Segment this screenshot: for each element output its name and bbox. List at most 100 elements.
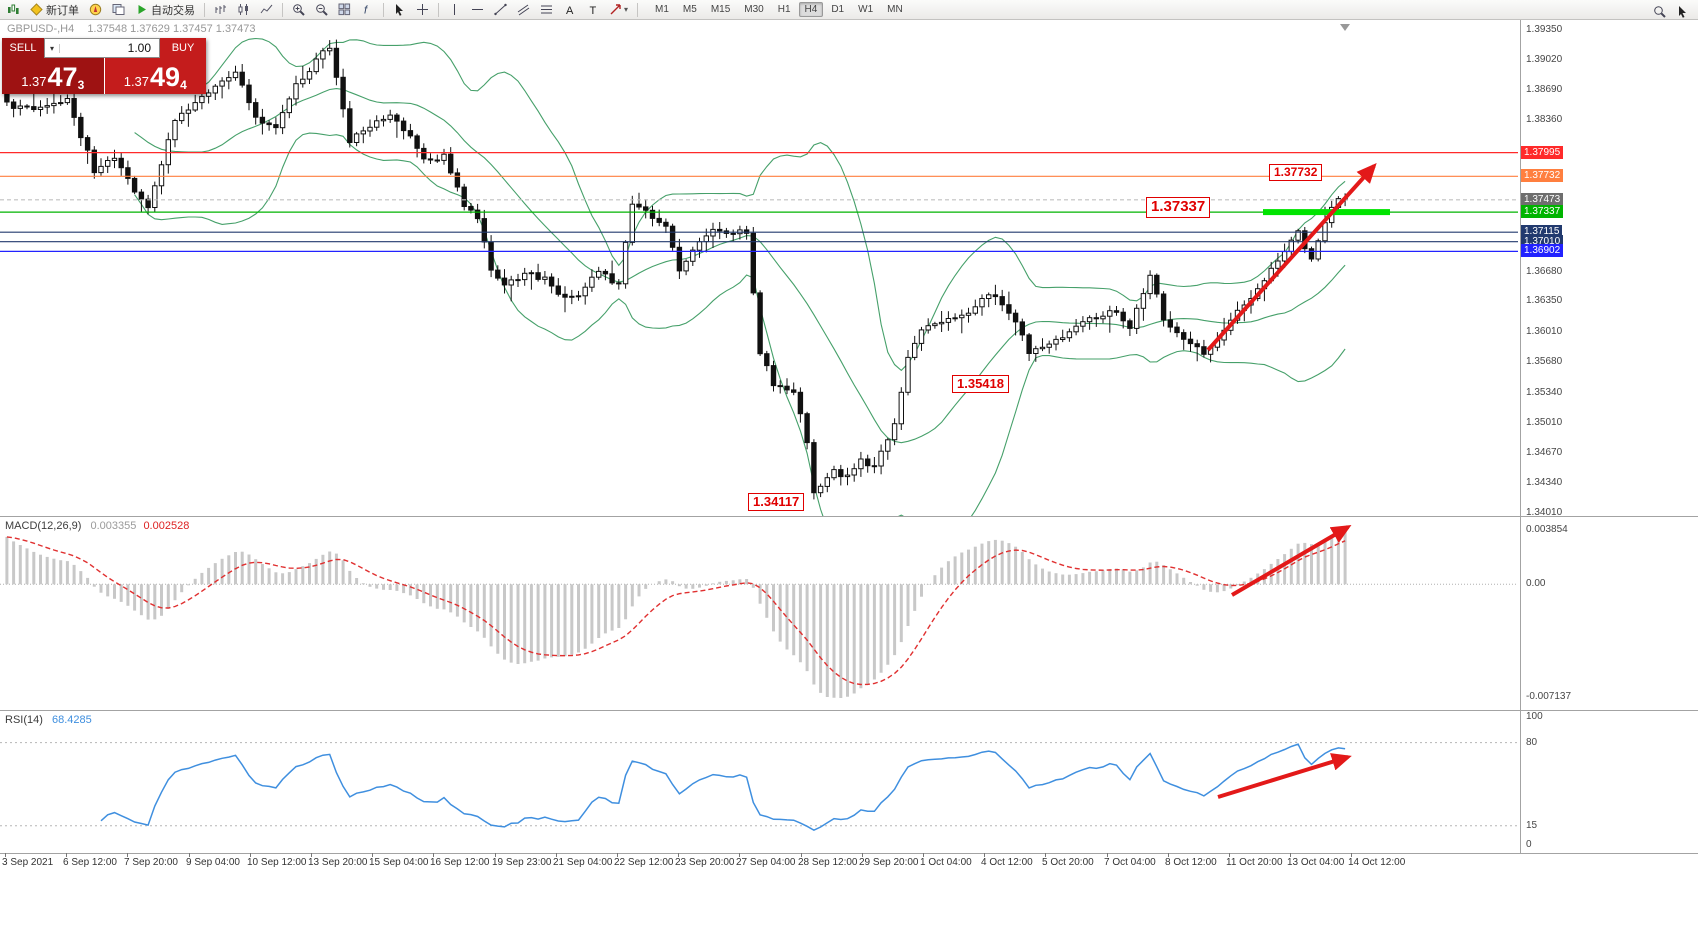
symbol-ohlc: 1.37548 1.37629 1.37457 1.37473 — [87, 23, 256, 35]
support-highlight — [1263, 209, 1390, 216]
toolbar: 新订单 自动交易 f A T ▾ M1 M5 M15 M30 H1 H4 D1 W1 MN — [0, 0, 1698, 20]
macd-axis-label: -0.007137 — [1526, 691, 1572, 702]
price-axis-badge: 1.37473 — [1521, 193, 1564, 206]
label-button[interactable]: T — [582, 0, 603, 19]
time-axis-tick — [1168, 853, 1169, 857]
time-axis-tick — [739, 853, 740, 857]
price-axis-label: 1.38360 — [1526, 114, 1563, 125]
svg-text:f: f — [364, 5, 368, 17]
arrows-button[interactable]: ▾ — [605, 0, 632, 19]
chart-profiles-button[interactable] — [108, 0, 129, 19]
compass-button[interactable] — [85, 0, 106, 19]
macd-axis-label: 0.00 — [1526, 578, 1546, 589]
chart-shift-marker-icon — [1340, 24, 1350, 31]
price-axis-label: 1.35680 — [1526, 356, 1563, 367]
candle-chart-icon — [237, 3, 250, 16]
horizontal-line-button[interactable] — [467, 0, 488, 19]
zoom-in-button[interactable] — [288, 0, 309, 19]
macd-panel-canvas[interactable] — [0, 517, 1520, 710]
time-axis-tick — [556, 853, 557, 857]
timeframe-button-d1[interactable]: D1 — [831, 4, 845, 15]
rsi-axis-label: 15 — [1526, 820, 1538, 831]
cursor-icon — [393, 3, 406, 16]
time-axis-label: 21 Sep 04:00 — [553, 857, 613, 868]
rsi-axis-label: 0 — [1526, 839, 1532, 850]
dropdown-arrow-icon[interactable]: ▾ — [624, 5, 629, 14]
panel-separator[interactable] — [0, 710, 1698, 711]
auto-trading-button[interactable]: 自动交易 — [131, 0, 199, 19]
price-axis-label: 1.35340 — [1526, 387, 1563, 398]
timeframe-button-mn[interactable]: MN — [887, 4, 903, 15]
tile-windows-button[interactable] — [334, 0, 355, 19]
time-axis-tick — [1229, 853, 1230, 857]
cursor-icon — [1676, 5, 1689, 18]
auto-trading-icon — [135, 3, 148, 16]
pointer-button[interactable] — [1672, 2, 1693, 21]
sell-button[interactable]: SELL — [2, 38, 44, 58]
panel-separator[interactable] — [0, 516, 1698, 517]
indicators-button[interactable]: f — [357, 0, 378, 19]
search-button[interactable] — [1649, 2, 1670, 21]
chart-annotation[interactable]: 1.34117 — [748, 493, 805, 512]
time-axis-label: 9 Sep 04:00 — [186, 857, 240, 868]
tile-windows-icon — [338, 3, 351, 16]
text-button[interactable]: A — [559, 0, 580, 19]
timeframe-button-w1[interactable]: W1 — [858, 4, 874, 15]
macd-trend-arrow — [1230, 524, 1352, 597]
timeframe-button-m30[interactable]: M30 — [744, 4, 764, 15]
timeframe-button-m1[interactable]: M1 — [655, 4, 669, 15]
line-chart-icon — [260, 3, 273, 16]
chart-annotation[interactable]: 1.35418 — [952, 375, 1009, 394]
crosshair-button[interactable] — [412, 0, 433, 19]
fibonacci-button[interactable] — [536, 0, 557, 19]
candle-chart-button[interactable] — [233, 0, 254, 19]
toolbar-separator — [383, 2, 384, 17]
volume-dropdown-icon[interactable]: ▾ — [45, 43, 60, 53]
macd-indicator-label: MACD(12,26,9) 0.003355 0.002528 — [5, 520, 190, 532]
timeframe-button-h1[interactable]: H1 — [777, 4, 791, 15]
toolbar-right-group — [1648, 2, 1694, 21]
time-axis-label: 13 Oct 04:00 — [1287, 857, 1345, 868]
rsi-panel-canvas[interactable] — [0, 711, 1520, 853]
one-click-trading-panel: SELL ▾ 1.00 BUY 1.37 47 3 1.37 49 4 — [2, 38, 206, 94]
time-axis-tick — [678, 853, 679, 857]
trendline-button[interactable] — [490, 0, 511, 19]
time-axis-tick — [495, 853, 496, 857]
time-axis-label: 15 Sep 04:00 — [369, 857, 429, 868]
time-axis-tick — [372, 853, 373, 857]
panel-separator — [0, 853, 1698, 854]
macd-value: 0.003355 — [90, 520, 137, 532]
channel-button[interactable] — [513, 0, 534, 19]
fibonacci-icon — [540, 3, 553, 16]
chart-annotation[interactable]: 1.37732 — [1269, 164, 1323, 181]
new-chart-button[interactable] — [3, 0, 24, 19]
price-axis-separator — [1520, 20, 1521, 854]
vertical-line-button[interactable] — [444, 0, 465, 19]
price-axis-label: 1.36010 — [1526, 326, 1563, 337]
time-axis-tick — [984, 853, 985, 857]
buy-button[interactable]: BUY — [160, 38, 206, 58]
timeframe-button-m5[interactable]: M5 — [682, 4, 697, 15]
cursor-button[interactable] — [389, 0, 410, 19]
time-axis-tick — [1290, 853, 1291, 857]
buy-price[interactable]: 1.37 49 4 — [104, 58, 206, 94]
timeframe-button-m15[interactable]: M15 — [710, 4, 731, 15]
toolbar-separator — [282, 2, 283, 17]
volume-input[interactable]: ▾ 1.00 — [44, 38, 160, 58]
sell-price[interactable]: 1.37 47 3 — [2, 58, 104, 94]
new-order-button[interactable]: 新订单 — [26, 0, 83, 19]
rsi-trend-arrow — [1217, 753, 1352, 799]
line-chart-button[interactable] — [256, 0, 277, 19]
timeframe-button-h4[interactable]: H4 — [798, 2, 824, 17]
chart-annotation[interactable]: 1.37337 — [1146, 197, 1211, 218]
time-axis-tick — [862, 853, 863, 857]
arrows-icon — [609, 3, 622, 16]
time-axis-label: 7 Oct 04:00 — [1104, 857, 1156, 868]
bar-chart-button[interactable] — [210, 0, 231, 19]
rsi-axis-label: 100 — [1526, 711, 1543, 722]
zoom-out-button[interactable] — [311, 0, 332, 19]
macd-signal-value: 0.002528 — [143, 520, 190, 532]
price-chart-canvas[interactable] — [0, 20, 1520, 516]
time-axis-tick — [66, 853, 67, 857]
time-axis-label: 8 Oct 12:00 — [1165, 857, 1217, 868]
